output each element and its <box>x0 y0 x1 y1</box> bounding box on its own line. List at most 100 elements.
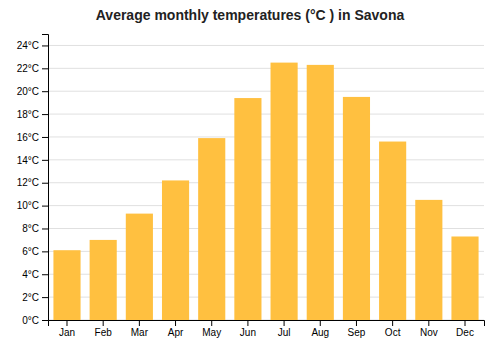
x-tick-label: Nov <box>420 327 438 338</box>
y-tick: 2°C <box>22 292 48 303</box>
x-tick-label: Dec <box>456 327 474 338</box>
y-tick: 6°C <box>22 246 48 257</box>
x-tick: Feb <box>95 320 113 338</box>
grid-line <box>48 136 484 137</box>
y-tick-label: 8°C <box>22 223 39 234</box>
y-tick-mark <box>42 228 48 229</box>
y-tick: 0°C <box>22 315 48 326</box>
y-tick-label: 2°C <box>22 292 39 303</box>
x-tick-mark <box>211 320 212 326</box>
y-tick-label: 10°C <box>17 200 39 211</box>
y-tick-mark <box>42 68 48 69</box>
x-tick-label: Jun <box>240 327 256 338</box>
y-tick: 16°C <box>17 132 48 143</box>
y-tick-mark <box>42 297 48 298</box>
y-tick-mark <box>42 206 48 207</box>
bar <box>126 214 153 320</box>
bar <box>90 240 117 320</box>
title: Average monthly temperatures (°C ) in Sa… <box>96 7 405 23</box>
bar <box>53 250 80 320</box>
x-tick: Aug <box>311 320 329 338</box>
y-tick-label: 12°C <box>17 177 39 188</box>
y-tick: 10°C <box>17 200 48 211</box>
x-tick-label: Sep <box>348 327 366 338</box>
grid-line <box>48 91 484 92</box>
x-tick-label: Mar <box>131 327 149 338</box>
y-tick: 18°C <box>17 109 48 120</box>
x-tick-mark <box>392 320 393 326</box>
x-tick: Oct <box>385 320 401 338</box>
x-tick-label: Oct <box>385 327 401 338</box>
x-tick-mark <box>103 320 104 326</box>
y-tick-label: 16°C <box>17 132 39 143</box>
y-tick-label: 18°C <box>17 109 39 120</box>
x-tick: May <box>202 320 221 338</box>
x-tick-label: Jan <box>59 327 75 338</box>
x-tick-mark <box>284 320 285 326</box>
x-tick-mark <box>465 320 466 326</box>
x-tick-label: Feb <box>95 327 113 338</box>
grid-line <box>48 114 484 115</box>
grid-line <box>48 159 484 160</box>
x-tick: Dec <box>456 320 474 338</box>
x-tick-label: Jul <box>278 327 291 338</box>
bar <box>379 142 406 320</box>
y-tick-label: 14°C <box>17 155 39 166</box>
y-tick-mark <box>42 114 48 115</box>
y-tick-mark <box>42 183 48 184</box>
chart: 0°C 2°C 4°C 6°C 8°C 10°C 12°C 14°C 16°C 18°C 20°C 2… <box>0 0 500 350</box>
y-axis-line <box>42 35 49 321</box>
x-tick-mark <box>428 320 429 326</box>
bar <box>343 97 370 320</box>
x-tick: Nov <box>420 320 438 338</box>
x-tick-mark <box>247 320 248 326</box>
y-tick-label: 20°C <box>17 86 39 97</box>
x-tick: Mar <box>131 320 149 338</box>
y-axis: 0°C 2°C 4°C 6°C 8°C 10°C 12°C 14°C 16°C 18°C 20°C 2… <box>17 35 49 326</box>
y-tick-mark <box>42 251 48 252</box>
marks <box>53 63 478 320</box>
grid <box>48 45 484 320</box>
y-tick: 4°C <box>22 269 48 280</box>
bar <box>234 98 261 320</box>
y-tick: 24°C <box>17 40 48 51</box>
y-tick-mark <box>42 45 48 46</box>
y-tick-mark <box>42 320 48 321</box>
x-tick: Jun <box>240 320 256 338</box>
y-tick-mark <box>42 160 48 161</box>
plot: 0°C 2°C 4°C 6°C 8°C 10°C 12°C 14°C 16°C 18°C 20°C 2… <box>17 35 485 339</box>
x-tick-label: Aug <box>311 327 329 338</box>
y-tick: 22°C <box>17 63 48 74</box>
y-tick: 12°C <box>17 177 48 188</box>
y-tick: 20°C <box>17 86 48 97</box>
y-tick-mark <box>42 91 48 92</box>
x-tick: Sep <box>348 320 366 338</box>
y-tick-label: 22°C <box>17 63 39 74</box>
x-tick-mark <box>139 320 140 326</box>
y-tick-label: 6°C <box>22 246 39 257</box>
x-axis-line <box>49 321 485 327</box>
grid-line <box>48 182 484 183</box>
y-tick: 8°C <box>22 223 48 234</box>
y-tick-label: 24°C <box>17 40 39 51</box>
bar <box>307 65 334 320</box>
grid-line <box>48 68 484 69</box>
grid-line <box>48 45 484 46</box>
x-tick-mark <box>175 320 176 326</box>
bar <box>415 200 442 320</box>
x-axis: Jan Feb Mar Apr May Jun Jul Aug Sep Oct Nov Dec <box>49 320 485 338</box>
y-tick-label: 0°C <box>22 315 39 326</box>
y-tick-mark <box>42 274 48 275</box>
y-tick-mark <box>42 137 48 138</box>
x-tick: Apr <box>168 320 184 338</box>
x-tick-mark <box>66 320 67 326</box>
bar <box>451 236 478 320</box>
x-tick: Jan <box>59 320 75 338</box>
x-tick-mark <box>356 320 357 326</box>
bar <box>198 138 225 320</box>
y-tick-label: 4°C <box>22 269 39 280</box>
x-tick-label: Apr <box>168 327 184 338</box>
bar <box>162 180 189 320</box>
y-tick: 14°C <box>17 155 48 166</box>
bar <box>271 63 298 320</box>
